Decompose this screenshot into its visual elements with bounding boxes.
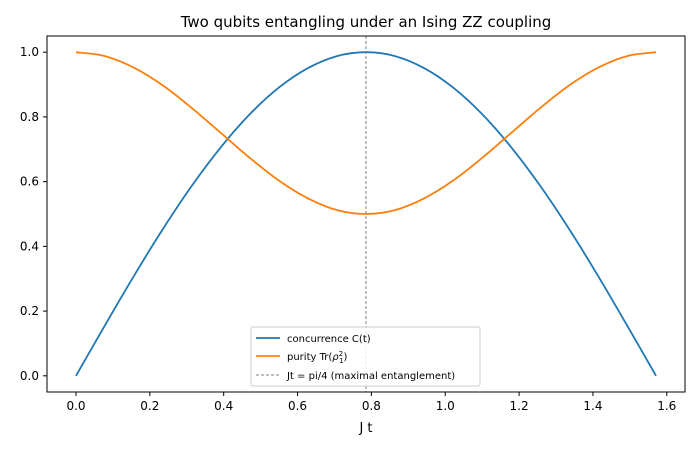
legend: concurrence C(t) purity Tr(ρ2 1) Jt = pi/… <box>250 326 481 387</box>
legend-label-vline: Jt = pi/4 (maximal entanglement) <box>286 371 455 382</box>
y-tick-label: 0.0 <box>20 369 39 383</box>
x-axis-label: J t <box>358 421 372 436</box>
x-tick-label: 0.2 <box>140 399 159 413</box>
x-tick-label: 0.8 <box>362 399 381 413</box>
legend-label-concurrence: concurrence C(t) <box>287 334 371 345</box>
x-tick-label: 1.6 <box>657 399 676 413</box>
x-tick-label: 0.6 <box>288 399 307 413</box>
x-tick-label: 0.4 <box>214 399 233 413</box>
x-tick-label: 1.4 <box>583 399 602 413</box>
legend-box <box>250 326 481 387</box>
y-tick-label: 0.4 <box>20 239 39 253</box>
y-tick-label: 0.6 <box>20 175 39 189</box>
legend-label-purity: purity Tr(ρ2 1) <box>287 350 348 365</box>
axes-frame <box>46 35 686 393</box>
y-tick-label: 0.2 <box>20 304 39 318</box>
x-tick-label: 1.0 <box>436 399 455 413</box>
y-tick-label: 0.8 <box>20 110 39 124</box>
x-tick-label: 0.0 <box>66 399 85 413</box>
x-tick-label: 1.2 <box>510 399 529 413</box>
purity-label-sup: 2 <box>339 350 343 358</box>
purity-label-prefix: purity Tr( <box>287 352 332 363</box>
y-tick-label: 1.0 <box>20 45 39 59</box>
purity-label-rho: ρ <box>332 352 339 363</box>
purity-label-suffix: ) <box>344 352 348 363</box>
chart-title: Two qubits entangling under an Ising ZZ … <box>180 13 552 31</box>
axis-ticks: 0.0 0.2 0.4 0.6 0.8 1.0 1.2 1.4 1.6 0.0 0.2 0.4 0.6 0… <box>20 45 676 413</box>
purity-label-sub: 1 <box>339 357 343 365</box>
